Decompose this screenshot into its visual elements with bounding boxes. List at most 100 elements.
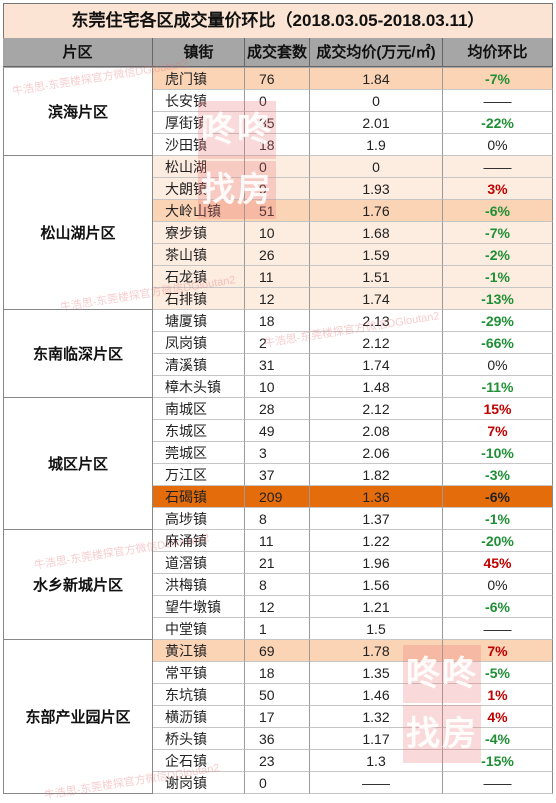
price-cell: 1.3: [310, 750, 443, 772]
table-row: 茶山镇 26 1.59 -2%: [3, 244, 553, 266]
change-cell: 7%: [443, 640, 553, 662]
count-cell: 10: [245, 222, 310, 244]
table-row: 大岭山镇 51 1.76 -6%: [3, 200, 553, 222]
town-cell: 大朗镇: [153, 178, 245, 200]
price-cell: 1.93: [310, 178, 443, 200]
table-row: 企石镇 23 1.3 -15%: [3, 750, 553, 772]
price-cell: 1.36: [310, 486, 443, 508]
count-cell: 49: [245, 420, 310, 442]
change-cell: -22%: [443, 112, 553, 134]
price-cell: 1.5: [310, 618, 443, 640]
change-cell: -1%: [443, 508, 553, 530]
town-cell: 樟木头镇: [153, 376, 245, 398]
change-cell: -7%: [443, 222, 553, 244]
table-row: 虎门镇 76 1.84 -7%: [3, 68, 553, 90]
change-cell: -29%: [443, 310, 553, 332]
town-cell: 凤岗镇: [153, 332, 245, 354]
price-cell: 1.32: [310, 706, 443, 728]
price-cell: 1.48: [310, 376, 443, 398]
table-row: 高埗镇 8 1.37 -1%: [3, 508, 553, 530]
town-cell: 莞城区: [153, 442, 245, 464]
region-cell: 东部产业园片区: [3, 640, 153, 794]
town-cell: 东坑镇: [153, 684, 245, 706]
town-cell: 石碣镇: [153, 486, 245, 508]
count-cell: 12: [245, 288, 310, 310]
town-cell: 麻涌镇: [153, 530, 245, 552]
price-cell: 1.37: [310, 508, 443, 530]
change-cell: -7%: [443, 68, 553, 90]
change-cell: -6%: [443, 200, 553, 222]
table-row: 长安镇 0 0 ——: [3, 90, 553, 112]
change-cell: ——: [443, 90, 553, 112]
count-cell: 12: [245, 596, 310, 618]
count-cell: 11: [245, 266, 310, 288]
change-cell: -6%: [443, 486, 553, 508]
table-row: 莞城区 3 2.06 -10%: [3, 442, 553, 464]
region-cell: 水乡新城片区: [3, 530, 153, 640]
town-cell: 寮步镇: [153, 222, 245, 244]
town-cell: 沙田镇: [153, 134, 245, 156]
town-cell: 望牛墩镇: [153, 596, 245, 618]
price-cell: 1.35: [310, 662, 443, 684]
change-cell: ——: [443, 618, 553, 640]
count-cell: 31: [245, 354, 310, 376]
count-cell: 3: [245, 442, 310, 464]
town-cell: 东城区: [153, 420, 245, 442]
count-cell: 0: [245, 156, 310, 178]
count-cell: 0: [245, 90, 310, 112]
table-row: 东城区 49 2.08 7%: [3, 420, 553, 442]
count-cell: 26: [245, 244, 310, 266]
price-cell: 2.12: [310, 398, 443, 420]
table-row: 松山湖 0 0 ——: [3, 156, 553, 178]
town-cell: 石龙镇: [153, 266, 245, 288]
count-cell: 35: [245, 112, 310, 134]
count-cell: 8: [245, 574, 310, 596]
town-cell: 石排镇: [153, 288, 245, 310]
count-cell: 18: [245, 310, 310, 332]
table-row: 洪梅镇 8 1.56 0%: [3, 574, 553, 596]
town-cell: 企石镇: [153, 750, 245, 772]
table-row: 黄江镇 69 1.78 7%: [3, 640, 553, 662]
change-cell: -20%: [443, 530, 553, 552]
price-cell: 1.68: [310, 222, 443, 244]
town-cell: 高埗镇: [153, 508, 245, 530]
table-row: 沙田镇 18 1.9 0%: [3, 134, 553, 156]
header-price: 成交均价(万元/㎡): [310, 38, 443, 67]
count-cell: 8: [245, 508, 310, 530]
count-cell: 21: [245, 552, 310, 574]
table-row: 万江区 37 1.82 -3%: [3, 464, 553, 486]
price-cell: 2.01: [310, 112, 443, 134]
town-cell: 万江区: [153, 464, 245, 486]
count-cell: 17: [245, 706, 310, 728]
count-cell: 37: [245, 464, 310, 486]
table-row: 石龙镇 11 1.51 -1%: [3, 266, 553, 288]
table-row: 谢岗镇 0 —— ——: [3, 772, 553, 794]
change-cell: -66%: [443, 332, 553, 354]
change-cell: -15%: [443, 750, 553, 772]
town-cell: 黄江镇: [153, 640, 245, 662]
change-cell: 15%: [443, 398, 553, 420]
header-count: 成交套数: [245, 38, 310, 67]
change-cell: -3%: [443, 464, 553, 486]
price-cell: 1.51: [310, 266, 443, 288]
table-row: 塘厦镇 18 2.13 -29%: [3, 310, 553, 332]
price-cell: 1.9: [310, 134, 443, 156]
count-cell: 51: [245, 200, 310, 222]
count-cell: 28: [245, 398, 310, 420]
price-cell: 0: [310, 90, 443, 112]
price-cell: 1.46: [310, 684, 443, 706]
price-cell: 1.17: [310, 728, 443, 750]
town-cell: 道滘镇: [153, 552, 245, 574]
count-cell: 23: [245, 750, 310, 772]
change-cell: -1%: [443, 266, 553, 288]
price-cell: 2.13: [310, 310, 443, 332]
price-cell: 1.56: [310, 574, 443, 596]
table-row: 寮步镇 10 1.68 -7%: [3, 222, 553, 244]
price-cell: 2.06: [310, 442, 443, 464]
town-cell: 虎门镇: [153, 68, 245, 90]
change-cell: ——: [443, 772, 553, 794]
change-cell: ——: [443, 156, 553, 178]
table-row: 麻涌镇 11 1.22 -20%: [3, 530, 553, 552]
count-cell: 18: [245, 662, 310, 684]
header-change: 均价环比: [443, 38, 553, 67]
